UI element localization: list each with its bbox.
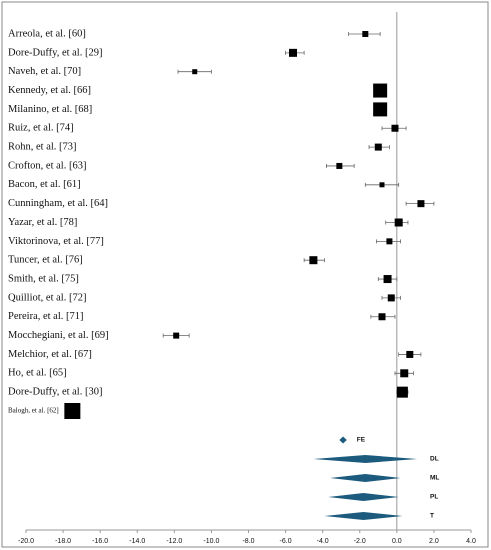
pooled-label: FE bbox=[357, 437, 366, 444]
study-label: Viktorinova, et al. [77] bbox=[8, 236, 104, 247]
pooled-diamond bbox=[339, 436, 347, 444]
effect-square bbox=[386, 238, 393, 245]
effect-square bbox=[400, 369, 409, 378]
study-label: Ho, et al. [65] bbox=[8, 368, 67, 379]
study-label: Bacon, et al. [61] bbox=[8, 179, 81, 190]
effect-square bbox=[379, 182, 385, 188]
effect-square bbox=[192, 69, 198, 75]
x-tick-label: -18.0 bbox=[55, 538, 71, 545]
x-tick-label: -16.0 bbox=[92, 538, 108, 545]
effect-square bbox=[336, 162, 343, 169]
study-label: Rohn, et al. [73] bbox=[8, 142, 77, 153]
study-label: Cunningham, et al. [64] bbox=[8, 198, 108, 209]
study-label: Dore-Duffy, et al. [29] bbox=[8, 47, 102, 58]
x-tick-label: -10.0 bbox=[203, 538, 219, 545]
study-label: Balogh, et al. [62] bbox=[8, 407, 59, 415]
study-label: Milanino, et al. [68] bbox=[8, 104, 92, 115]
effect-square bbox=[378, 313, 386, 321]
x-tick-label: -14.0 bbox=[129, 538, 145, 545]
effect-square bbox=[417, 200, 425, 208]
pooled-label: PL bbox=[430, 494, 438, 501]
study-label: Quilliot, et al. [72] bbox=[8, 292, 86, 303]
pooled-label: T bbox=[430, 513, 434, 520]
study-label: Arreola, et al. [60] bbox=[8, 28, 86, 39]
effect-square bbox=[391, 124, 399, 132]
x-tick-label: -20.0 bbox=[18, 538, 34, 545]
effect-square bbox=[396, 386, 408, 398]
x-tick-label: 0.0 bbox=[392, 538, 402, 545]
study-label: Dore-Duffy, et al. [30] bbox=[8, 387, 102, 398]
study-label: Tuncer, et al. [76] bbox=[8, 255, 83, 266]
study-label: Mocchegiani, et al. [69] bbox=[8, 330, 109, 341]
effect-square bbox=[394, 218, 403, 227]
pooled-label: ML bbox=[430, 475, 439, 482]
x-tick-label: -2.0 bbox=[354, 538, 366, 545]
effect-square bbox=[173, 332, 180, 339]
pooled-diamond bbox=[324, 512, 403, 520]
study-label: Smith, et al. [75] bbox=[8, 273, 79, 284]
study-label: Yazar, et al. [78] bbox=[8, 217, 77, 228]
x-tick-label: 2.0 bbox=[429, 538, 439, 545]
x-tick-label: 4.0 bbox=[466, 538, 476, 545]
study-label: Melchior, et al. [67] bbox=[8, 349, 92, 360]
effect-square bbox=[373, 102, 388, 117]
pooled-diamond bbox=[328, 493, 399, 501]
effect-square bbox=[373, 83, 388, 98]
effect-square bbox=[406, 350, 414, 358]
effect-square bbox=[374, 143, 382, 151]
x-tick-label: -4.0 bbox=[317, 538, 329, 545]
effect-square bbox=[64, 403, 81, 419]
x-tick-label: -6.0 bbox=[280, 538, 292, 545]
study-label: Crofton, et al. [63] bbox=[8, 160, 86, 171]
pooled-label: DL bbox=[430, 456, 439, 463]
pooled-diamond bbox=[330, 474, 401, 482]
pooled-diamond bbox=[313, 455, 418, 463]
x-tick-label: -12.0 bbox=[166, 538, 182, 545]
study-label: Pereira, et al. [71] bbox=[8, 311, 84, 322]
effect-square bbox=[289, 48, 297, 57]
x-tick-label: -8.0 bbox=[242, 538, 254, 545]
study-label: Naveh, et al. [70] bbox=[8, 66, 81, 77]
effect-square bbox=[383, 275, 392, 284]
study-label: Ruiz, et al. [74] bbox=[8, 123, 74, 134]
study-label: Kennedy, et al. [66] bbox=[8, 85, 91, 96]
effect-square bbox=[309, 256, 318, 265]
effect-square bbox=[362, 31, 369, 37]
effect-square bbox=[387, 294, 395, 302]
